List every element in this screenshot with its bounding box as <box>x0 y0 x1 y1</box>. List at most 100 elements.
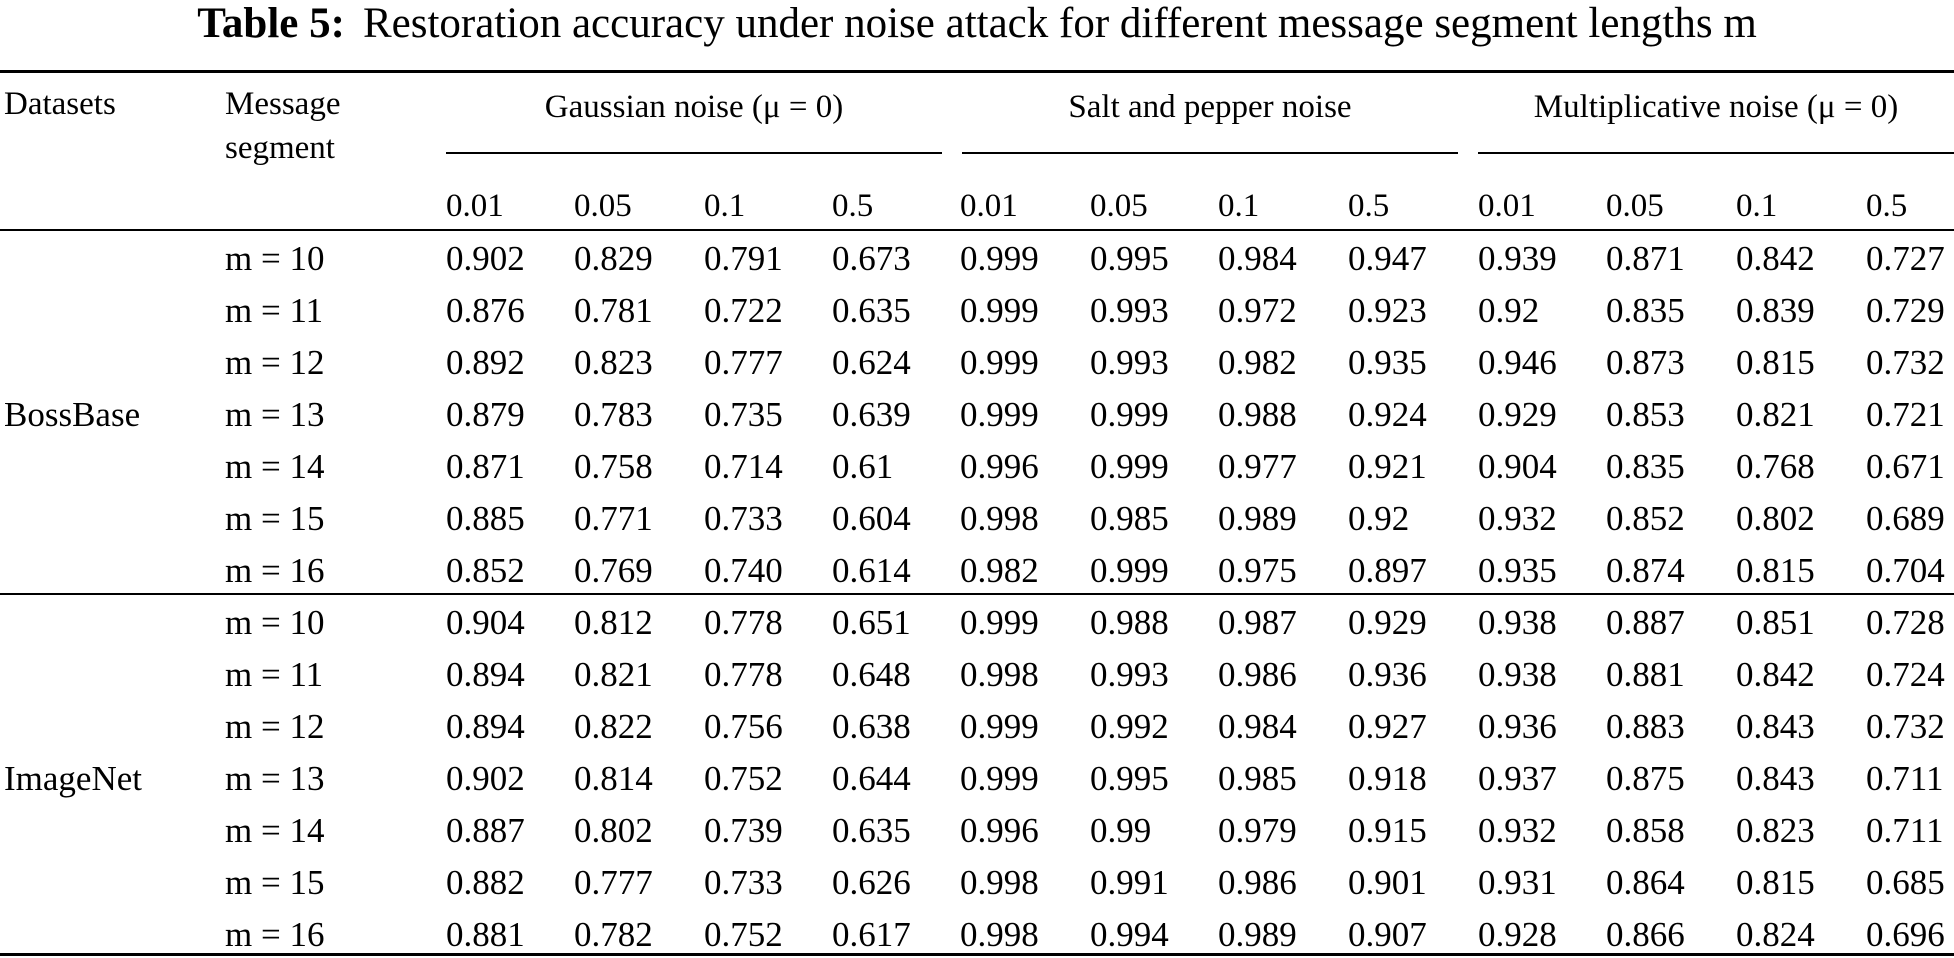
value-cell: 0.843 <box>1736 707 1815 746</box>
value-cell: 0.921 <box>1348 447 1427 486</box>
group-header-1: Salt and pepper noise <box>1068 89 1352 125</box>
value-cell: 0.929 <box>1348 603 1427 642</box>
value-cell: 0.842 <box>1736 239 1815 278</box>
value-cell: 0.947 <box>1348 239 1427 278</box>
value-cell: 0.892 <box>446 343 525 382</box>
segment-cell: m = 13 <box>225 395 325 434</box>
value-cell: 0.998 <box>960 863 1039 902</box>
value-cell: 0.782 <box>574 915 653 954</box>
value-cell: 0.777 <box>704 343 783 382</box>
group-header-2: Multiplicative noise (μ = 0) <box>1533 89 1899 125</box>
value-cell: 0.839 <box>1736 291 1815 330</box>
value-cell: 0.902 <box>446 759 525 798</box>
value-cell: 0.999 <box>1090 551 1169 590</box>
segment-cell: m = 10 <box>225 603 325 642</box>
value-cell: 0.936 <box>1348 655 1427 694</box>
segment-cell: m = 13 <box>225 759 325 798</box>
value-cell: 0.918 <box>1348 759 1427 798</box>
segment-cell: m = 12 <box>225 707 325 746</box>
value-cell: 0.876 <box>446 291 525 330</box>
value-cell: 0.996 <box>960 447 1039 486</box>
value-cell: 0.771 <box>574 499 653 538</box>
segment-cell: m = 14 <box>225 811 325 850</box>
value-cell: 0.791 <box>704 239 783 278</box>
level-header-7: 0.5 <box>1348 188 1390 224</box>
value-cell: 0.778 <box>704 603 783 642</box>
value-cell: 0.991 <box>1090 863 1169 902</box>
value-cell: 0.986 <box>1218 655 1297 694</box>
value-cell: 0.931 <box>1478 863 1557 902</box>
value-cell: 0.852 <box>1606 499 1685 538</box>
value-cell: 0.644 <box>832 759 911 798</box>
value-cell: 0.939 <box>1478 239 1557 278</box>
value-cell: 0.752 <box>704 915 783 954</box>
segment-cell: m = 14 <box>225 447 325 486</box>
value-cell: 0.894 <box>446 655 525 694</box>
value-cell: 0.721 <box>1866 395 1945 434</box>
value-cell: 0.907 <box>1348 915 1427 954</box>
value-cell: 0.815 <box>1736 863 1815 902</box>
value-cell: 0.998 <box>960 499 1039 538</box>
value-cell: 0.887 <box>1606 603 1685 642</box>
group-underline-0 <box>446 152 942 154</box>
value-cell: 0.984 <box>1218 239 1297 278</box>
value-cell: 0.812 <box>574 603 653 642</box>
value-cell: 0.999 <box>1090 395 1169 434</box>
value-cell: 0.673 <box>832 239 911 278</box>
group-header-0: Gaussian noise (μ = 0) <box>544 89 844 125</box>
value-cell: 0.852 <box>446 551 525 590</box>
value-cell: 0.824 <box>1736 915 1815 954</box>
value-cell: 0.999 <box>960 291 1039 330</box>
value-cell: 0.728 <box>1866 603 1945 642</box>
level-header-1: 0.05 <box>574 188 632 224</box>
value-cell: 0.902 <box>446 239 525 278</box>
value-cell: 0.722 <box>704 291 783 330</box>
value-cell: 0.739 <box>704 811 783 850</box>
value-cell: 0.61 <box>832 447 894 486</box>
value-cell: 0.874 <box>1606 551 1685 590</box>
value-cell: 0.977 <box>1218 447 1297 486</box>
level-header-8: 0.01 <box>1478 188 1536 224</box>
value-cell: 0.843 <box>1736 759 1815 798</box>
value-cell: 0.938 <box>1478 655 1557 694</box>
value-cell: 0.879 <box>446 395 525 434</box>
bottom-rule <box>0 953 1954 956</box>
value-cell: 0.932 <box>1478 499 1557 538</box>
value-cell: 0.999 <box>960 707 1039 746</box>
value-cell: 0.704 <box>1866 551 1945 590</box>
level-header-6: 0.1 <box>1218 188 1260 224</box>
col-header-segment-line2: segment <box>225 130 335 166</box>
value-cell: 0.985 <box>1218 759 1297 798</box>
value-cell: 0.624 <box>832 343 911 382</box>
value-cell: 0.729 <box>1866 291 1945 330</box>
value-cell: 0.689 <box>1866 499 1945 538</box>
value-cell: 0.733 <box>704 499 783 538</box>
value-cell: 0.999 <box>1090 447 1169 486</box>
value-cell: 0.999 <box>960 395 1039 434</box>
value-cell: 0.639 <box>832 395 911 434</box>
value-cell: 0.635 <box>832 811 911 850</box>
value-cell: 0.635 <box>832 291 911 330</box>
value-cell: 0.829 <box>574 239 653 278</box>
value-cell: 0.938 <box>1478 603 1557 642</box>
value-cell: 0.733 <box>704 863 783 902</box>
level-header-4: 0.01 <box>960 188 1018 224</box>
value-cell: 0.768 <box>1736 447 1815 486</box>
value-cell: 0.998 <box>960 655 1039 694</box>
value-cell: 0.802 <box>574 811 653 850</box>
segment-cell: m = 15 <box>225 863 325 902</box>
value-cell: 0.735 <box>704 395 783 434</box>
level-header-3: 0.5 <box>832 188 874 224</box>
value-cell: 0.823 <box>574 343 653 382</box>
value-cell: 0.999 <box>960 343 1039 382</box>
level-header-9: 0.05 <box>1606 188 1664 224</box>
value-cell: 0.727 <box>1866 239 1945 278</box>
value-cell: 0.781 <box>574 291 653 330</box>
segment-cell: m = 10 <box>225 239 325 278</box>
value-cell: 0.887 <box>446 811 525 850</box>
value-cell: 0.724 <box>1866 655 1945 694</box>
value-cell: 0.993 <box>1090 291 1169 330</box>
value-cell: 0.904 <box>446 603 525 642</box>
value-cell: 0.987 <box>1218 603 1297 642</box>
table-label: Table 5: <box>197 0 345 47</box>
